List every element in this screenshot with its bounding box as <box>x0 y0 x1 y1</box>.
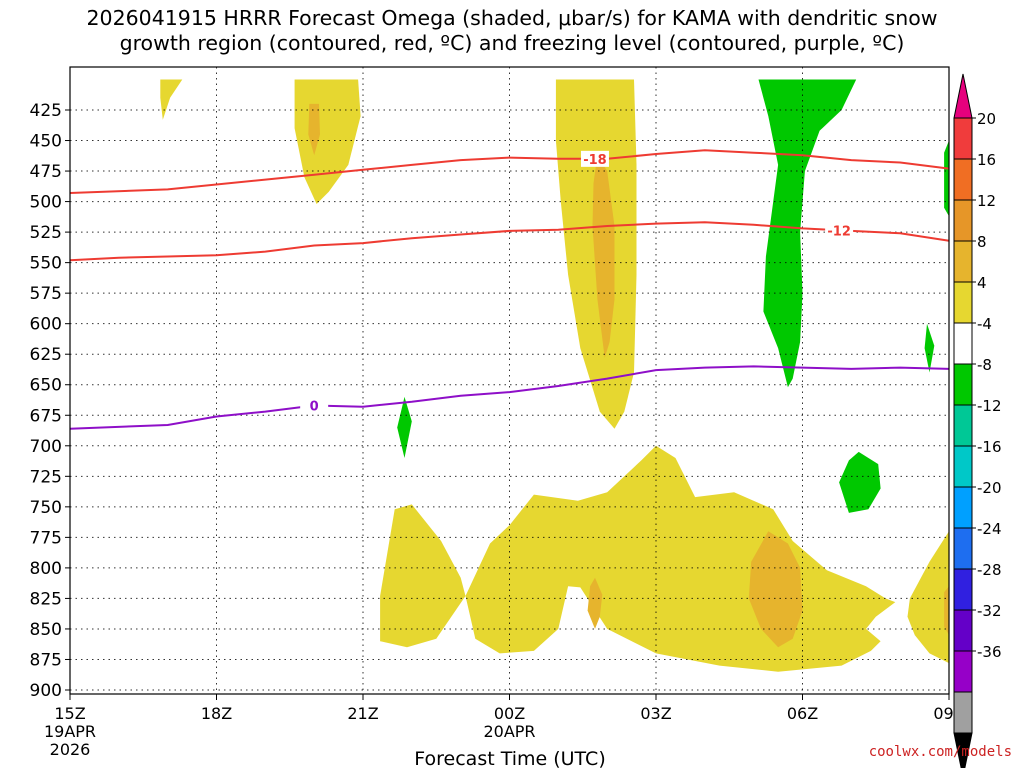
freezing-level-line-label: 0 <box>310 399 319 414</box>
omega-region-6 <box>465 445 896 672</box>
colorbar-label-2: 12 <box>977 192 996 210</box>
colorbar-label-10: -24 <box>977 520 1002 538</box>
colorbar-segment-7 <box>953 445 973 488</box>
omega-shading <box>160 79 949 672</box>
colorbar-label-5: -4 <box>977 315 992 333</box>
freezing-level-line <box>69 365 950 430</box>
colorbar-segment-3 <box>953 609 973 652</box>
omega-region-4 <box>592 155 615 358</box>
y-tick-label-700: 700 <box>30 437 62 457</box>
x-tick-label-03Z: 03Z <box>640 704 671 723</box>
omega-region-13 <box>839 451 881 513</box>
y-tick-label-675: 675 <box>30 406 62 426</box>
dendritic-isotherm-1-label-bg <box>825 222 854 239</box>
omega-region-8 <box>748 531 803 648</box>
colorbar-label-3: 8 <box>977 233 987 251</box>
title-line-1: 2026041915 HRRR Forecast Omega (shaded, … <box>86 6 938 30</box>
omega-region-5 <box>380 504 466 648</box>
colorbar-segment-12 <box>953 240 973 283</box>
omega-region-9 <box>907 531 949 664</box>
colorbar-segment-4 <box>953 568 973 611</box>
colorbar-label-1: 16 <box>977 151 996 169</box>
chart-title: 2026041915 HRRR Forecast Omega (shaded, … <box>0 6 1024 56</box>
colorbar-segment-2 <box>953 650 973 693</box>
x-tick-label-06Z: 06Z <box>787 704 818 723</box>
omega-region-14 <box>924 323 935 373</box>
x-tick-label-15Z: 15Z <box>54 704 85 723</box>
y-tick-label-725: 725 <box>30 467 62 487</box>
x-tick-date-00Z: 20APR <box>483 722 535 741</box>
freezing-level-line-label-bg <box>300 397 329 414</box>
colorbar-segment-6 <box>953 486 973 529</box>
dendritic-isotherm-0 <box>69 149 950 194</box>
x-tick-date-15Z: 19APR <box>44 722 96 741</box>
omega-region-7 <box>587 577 603 629</box>
x-axis-label: Forecast Time (UTC) <box>414 748 605 768</box>
colorbar-segment-10 <box>953 322 973 365</box>
colorbar-top-arrow <box>953 73 973 119</box>
y-tick-label-550: 550 <box>30 254 62 274</box>
colorbar-bottom-arrow <box>953 732 973 768</box>
colorbar-label-4: 4 <box>977 274 987 292</box>
colorbar-label-6: -8 <box>977 356 992 374</box>
y-tick-label-900: 900 <box>30 681 62 701</box>
colorbar: 20 16 12 8 4 -4 -8 -12 -16 -20 -24 -28 -32 -36 <box>953 73 1002 768</box>
y-tick-label-575: 575 <box>30 284 62 304</box>
contour-lines: -18 -12 0 <box>69 149 950 430</box>
dendritic-isotherm-0-label: -18 <box>583 153 607 168</box>
pressure-axis: 425 450 475 500 525 550 575 600 625 650 675 700 725 7… <box>30 101 70 701</box>
x-tick-label-21Z: 21Z <box>347 704 378 723</box>
y-tick-label-825: 825 <box>30 589 62 609</box>
colorbar-label-9: -20 <box>977 479 1002 497</box>
y-tick-label-450: 450 <box>30 132 62 152</box>
omega-region-2 <box>308 103 320 156</box>
omega-region-11 <box>758 79 857 388</box>
colorbar-segment-11 <box>953 281 973 324</box>
colorbar-label-8: -16 <box>977 438 1002 456</box>
colorbar-segment-5 <box>953 527 973 570</box>
y-tick-label-850: 850 <box>30 620 62 640</box>
colorbar-segment-9 <box>953 363 973 406</box>
omega-region-15 <box>944 140 949 217</box>
y-tick-label-650: 650 <box>30 376 62 396</box>
x-tick-year-15Z: 2026 <box>50 740 91 759</box>
dendritic-isotherm-0-label-bg <box>580 150 609 167</box>
colorbar-segment-15 <box>953 117 973 160</box>
dendritic-isotherm-1 <box>69 221 950 262</box>
omega-region-0 <box>160 79 183 120</box>
y-tick-label-800: 800 <box>30 559 62 579</box>
colorbar-label-7: -12 <box>977 397 1002 415</box>
omega-region-10 <box>944 586 949 636</box>
y-tick-label-425: 425 <box>30 101 62 121</box>
colorbar-segment-1 <box>953 691 973 734</box>
y-tick-label-475: 475 <box>30 162 62 182</box>
colorbar-segment-8 <box>953 404 973 447</box>
omega-region-1 <box>294 79 361 204</box>
y-tick-label-775: 775 <box>30 528 62 548</box>
dendritic-isotherm-1-label: -12 <box>827 224 851 239</box>
colorbar-segment-14 <box>953 158 973 201</box>
y-tick-label-600: 600 <box>30 315 62 335</box>
y-tick-label-525: 525 <box>30 223 62 243</box>
y-tick-label-875: 875 <box>30 650 62 670</box>
colorbar-label-12: -32 <box>977 602 1002 620</box>
y-tick-label-500: 500 <box>30 193 62 213</box>
grid-lines <box>70 67 949 694</box>
colorbar-label-11: -28 <box>977 561 1002 579</box>
colorbar-label-0: 20 <box>977 110 996 128</box>
x-tick-label-18Z: 18Z <box>201 704 232 723</box>
y-tick-label-750: 750 <box>30 498 62 518</box>
colorbar-label-13: -36 <box>977 643 1002 661</box>
x-tick-label-00Z: 00Z <box>494 704 525 723</box>
title-line-2: growth region (contoured, red, ºC) and f… <box>119 31 905 55</box>
omega-region-12 <box>397 396 412 458</box>
colorbar-segment-13 <box>953 199 973 242</box>
y-tick-label-625: 625 <box>30 345 62 365</box>
watermark-text: coolwx.com/models <box>868 744 1012 760</box>
